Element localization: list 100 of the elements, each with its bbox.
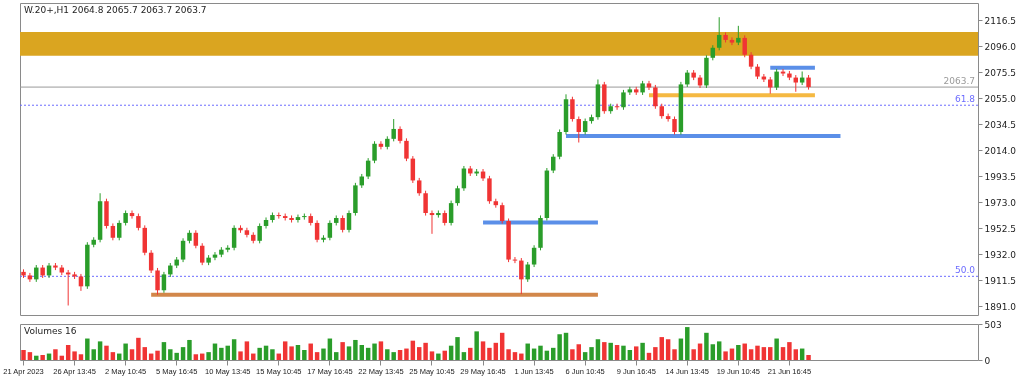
candlestick — [314, 219, 320, 243]
candlestick — [295, 214, 301, 224]
bar — [774, 338, 779, 360]
bar — [480, 341, 486, 360]
y-tick-label: 1993.5 — [984, 171, 1016, 182]
y-tick-label: 2116.5 — [984, 15, 1016, 26]
candlestick — [665, 113, 671, 123]
bar — [633, 346, 639, 360]
bar — [187, 339, 192, 360]
bar — [672, 349, 677, 360]
candlestick — [391, 118, 396, 142]
bar — [780, 347, 786, 360]
candlestick — [716, 16, 722, 51]
y-tick-label: 503 — [984, 319, 1002, 330]
candlestick — [193, 229, 199, 249]
bar — [21, 349, 26, 360]
candlestick — [774, 68, 779, 91]
bar — [665, 339, 671, 360]
bar — [487, 347, 492, 360]
bar — [206, 352, 211, 360]
candlestick — [365, 157, 371, 180]
bar — [359, 344, 365, 360]
annotation: 61.8 — [954, 94, 976, 105]
candlestick — [653, 84, 658, 110]
candlestick — [487, 175, 492, 205]
bar — [340, 342, 345, 360]
bar — [653, 347, 658, 360]
y-tick-label: 2014.0 — [984, 145, 1017, 156]
bar — [659, 337, 664, 360]
bar — [289, 346, 294, 360]
ref-line-label: 2063.7 — [943, 76, 975, 87]
bar — [282, 341, 288, 360]
bar — [512, 352, 518, 360]
candlestick — [423, 190, 428, 217]
bar — [110, 352, 116, 360]
bar — [742, 343, 747, 360]
bar — [72, 351, 77, 360]
bar — [346, 346, 352, 360]
bar — [436, 353, 441, 360]
bar — [123, 343, 128, 360]
bar — [270, 349, 275, 360]
candlestick — [672, 116, 677, 136]
bar — [334, 352, 339, 360]
bar — [723, 351, 728, 360]
bar — [155, 350, 160, 360]
candlestick — [736, 25, 741, 46]
candlestick — [576, 116, 582, 144]
bar — [710, 344, 716, 360]
candlestick — [448, 200, 454, 226]
bar — [136, 337, 141, 360]
y-tick-label: 1911.5 — [984, 275, 1016, 286]
candlestick — [180, 237, 186, 263]
bar — [238, 351, 243, 360]
bar — [302, 349, 307, 360]
bar — [295, 344, 301, 360]
bar — [142, 347, 148, 360]
bar — [538, 345, 543, 360]
bar — [755, 345, 760, 360]
candlestick — [499, 202, 505, 225]
bar — [244, 341, 250, 360]
bar — [614, 344, 620, 360]
bar — [608, 342, 613, 360]
bar — [768, 347, 773, 360]
bar — [321, 348, 326, 360]
bar — [570, 349, 575, 360]
candlestick — [531, 244, 537, 268]
y-tick-label: 2055.0 — [984, 93, 1017, 104]
candlestick — [231, 224, 237, 251]
y-tick-label: 1973.0 — [984, 197, 1017, 208]
bar — [129, 349, 135, 360]
bar — [353, 339, 358, 360]
bar — [691, 349, 696, 360]
bar — [787, 342, 792, 360]
bar — [314, 352, 320, 360]
candlestick — [161, 271, 167, 294]
bar — [640, 342, 645, 360]
candlestick — [327, 219, 333, 241]
y-tick-label: 2034.5 — [984, 119, 1016, 130]
y-tick-label: 0 — [984, 355, 991, 366]
bar — [736, 344, 741, 360]
bar — [761, 347, 767, 360]
bar — [506, 349, 511, 360]
bar — [525, 343, 530, 360]
candlestick — [519, 257, 524, 295]
bar — [423, 342, 428, 360]
candlestick — [742, 34, 747, 58]
bar — [53, 349, 58, 360]
bar — [582, 352, 588, 360]
bar — [602, 342, 607, 360]
bar — [231, 339, 237, 360]
candlestick — [729, 36, 735, 46]
candlestick — [551, 153, 556, 174]
chart-title: Volumes 16 — [24, 326, 77, 336]
bar — [378, 341, 384, 360]
candlestick — [780, 68, 786, 77]
y-tick-label: 1932.0 — [984, 249, 1017, 260]
bar — [416, 347, 422, 360]
y-tick-label: 2075.5 — [984, 67, 1016, 78]
candlestick — [372, 140, 377, 164]
candlestick — [404, 137, 409, 162]
